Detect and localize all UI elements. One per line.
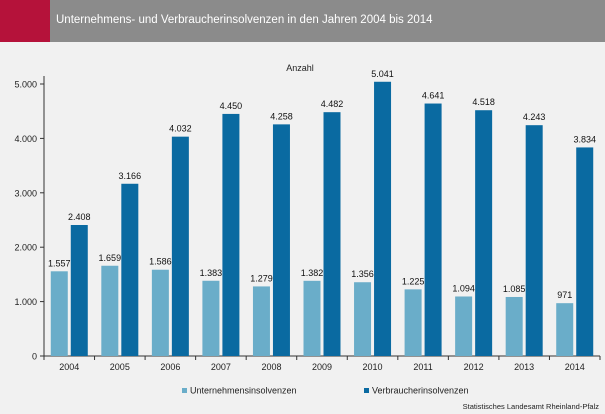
source-note: Statistisches Landesamt Rheinland-Pfalz [462, 402, 599, 411]
x-tick-label: 2012 [464, 362, 484, 372]
y-tick-label: 5.000 [14, 80, 37, 90]
legend-swatch [364, 388, 369, 393]
y-axis-label: Anzahl [286, 63, 314, 73]
bar-verbraucher [424, 103, 442, 356]
data-label: 1.383 [200, 268, 223, 278]
data-label: 2.408 [68, 212, 91, 222]
data-label: 4.450 [220, 101, 243, 111]
header-accent [0, 0, 50, 42]
header-bar: Unternehmens- und Verbraucherinsolvenzen… [0, 0, 605, 42]
x-tick-label: 2009 [312, 362, 332, 372]
bar-verbraucher [576, 147, 594, 356]
data-label: 3.834 [573, 134, 596, 144]
data-label: 1.356 [351, 269, 374, 279]
bar-verbraucher [121, 183, 139, 356]
y-tick-label: 3.000 [14, 188, 37, 198]
data-label: 1.557 [48, 258, 71, 268]
data-label: 1.586 [149, 257, 172, 267]
y-tick-label: 0 [32, 352, 37, 362]
bar-verbraucher [222, 113, 240, 356]
x-tick-label: 2006 [160, 362, 180, 372]
y-tick-label: 1.000 [14, 297, 37, 307]
chart-title: Unternehmens- und Verbraucherinsolvenzen… [56, 14, 433, 26]
legend-swatch [182, 388, 187, 393]
bar-unternehmen [455, 296, 473, 356]
data-label: 5.041 [371, 69, 394, 79]
bar-verbraucher [323, 112, 341, 356]
bar-unternehmen [202, 280, 220, 356]
y-tick-label: 2.000 [14, 243, 37, 253]
data-label: 3.166 [119, 171, 142, 181]
bar-verbraucher [475, 110, 493, 357]
data-label: 4.518 [472, 97, 495, 107]
bar-unternehmen [303, 280, 321, 356]
data-label: 971 [557, 290, 572, 300]
x-tick-label: 2007 [211, 362, 231, 372]
bar-unternehmen [50, 271, 68, 356]
data-label: 1.085 [503, 284, 526, 294]
data-label: 1.659 [99, 253, 122, 263]
bar-verbraucher [272, 124, 290, 356]
bar-verbraucher [374, 81, 392, 357]
data-label: 4.258 [270, 111, 293, 121]
data-label: 4.243 [523, 112, 546, 122]
legend-label: Verbraucherinsolvenzen [372, 386, 469, 396]
data-label: 4.641 [422, 91, 445, 101]
data-label: 4.482 [321, 99, 344, 109]
data-label: 1.225 [402, 276, 425, 286]
bar-unternehmen [354, 282, 372, 356]
bar-verbraucher [171, 136, 189, 356]
x-tick-label: 2004 [59, 362, 79, 372]
data-label: 1.279 [250, 273, 273, 283]
bar-unternehmen [505, 296, 523, 356]
bar-verbraucher [525, 125, 543, 356]
legend-label: Unternehmensinsolvenzen [190, 386, 297, 396]
x-tick-label: 2013 [514, 362, 534, 372]
data-label: 1.094 [452, 283, 475, 293]
bar-unternehmen [101, 265, 119, 356]
x-tick-label: 2005 [110, 362, 130, 372]
bar-unternehmen [556, 303, 574, 356]
bar-unternehmen [252, 286, 270, 356]
y-tick-label: 4.000 [14, 134, 37, 144]
bar-unternehmen [404, 289, 422, 356]
x-tick-label: 2008 [261, 362, 281, 372]
x-tick-label: 2011 [413, 362, 432, 372]
x-tick-label: 2010 [363, 362, 383, 372]
data-label: 4.032 [169, 124, 192, 134]
bar-verbraucher [70, 225, 88, 356]
bar-unternehmen [151, 269, 169, 356]
x-tick-label: 2014 [565, 362, 585, 372]
data-label: 1.382 [301, 268, 324, 278]
